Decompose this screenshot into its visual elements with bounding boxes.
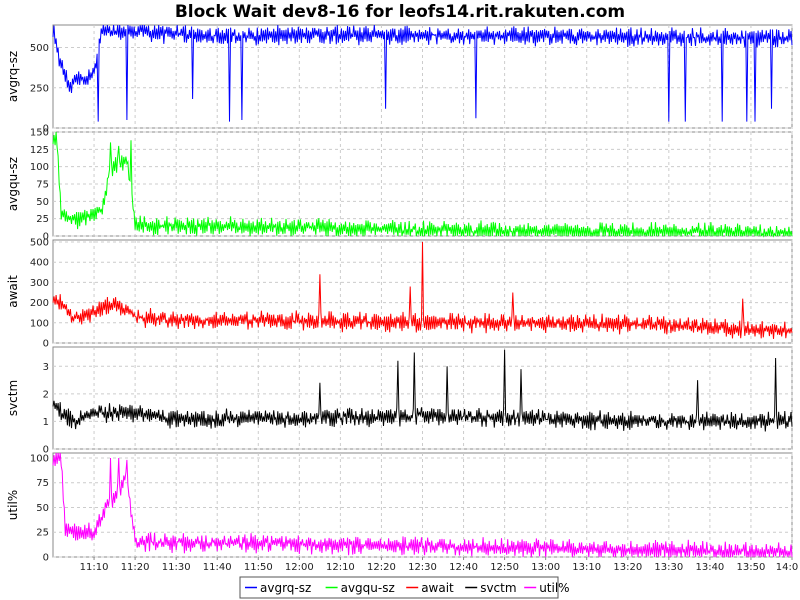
series-line-avgrq-sz (52, 24, 793, 122)
y-tick-label: 1 (43, 417, 49, 428)
x-tick-label: 12:00 (285, 562, 314, 573)
legend-box (239, 576, 559, 599)
series-line-svctm (52, 349, 793, 432)
x-tick-label: 13:10 (572, 562, 601, 573)
legend-label: svctm (480, 581, 516, 595)
y-tick-label: 3 (43, 362, 49, 373)
y-axis-label: avgqu-sz (6, 157, 20, 211)
series-line-await (52, 241, 793, 339)
x-tick-label: 14:0 (776, 562, 798, 573)
y-tick-label: 75 (36, 180, 49, 191)
y-tick-label: 500 (30, 43, 49, 54)
x-tick-label: 13:00 (531, 562, 560, 573)
y-tick-label: 125 (30, 145, 49, 156)
x-tick-label: 12:20 (367, 562, 396, 573)
y-tick-label: 75 (36, 478, 49, 489)
x-tick-label: 12:40 (449, 562, 478, 573)
chart-title: Block Wait dev8-16 for leofs14.rit.rakut… (174, 2, 626, 22)
y-tick-label: 400 (30, 258, 49, 269)
legend-label: await (421, 581, 454, 595)
y-tick-label: 0 (43, 124, 49, 135)
y-axis-label: svctm (6, 380, 20, 416)
x-tick-label: 11:30 (162, 562, 191, 573)
legend-label: util% (539, 581, 569, 595)
x-tick-label: 12:50 (490, 562, 519, 573)
x-tick-label: 13:50 (737, 562, 766, 573)
x-tick-label: 13:40 (695, 562, 724, 573)
x-tick-label: 13:20 (613, 562, 642, 573)
y-tick-label: 100 (30, 318, 49, 329)
x-tick-label: 12:10 (326, 562, 355, 573)
y-tick-label: 0 (43, 339, 49, 350)
legend-label: avgqu-sz (341, 581, 395, 595)
y-tick-label: 0 (43, 553, 49, 564)
x-tick-label: 11:20 (121, 562, 150, 573)
y-tick-label: 50 (36, 503, 49, 514)
y-tick-label: 25 (36, 214, 49, 225)
y-tick-label: 100 (30, 162, 49, 173)
x-tick-label: 11:50 (244, 562, 273, 573)
x-tick-label: 11:10 (80, 562, 109, 573)
x-tick-label: 12:30 (408, 562, 437, 573)
y-tick-label: 0 (43, 445, 49, 456)
y-tick-label: 150 (30, 128, 49, 139)
x-tick-label: 13:30 (654, 562, 683, 573)
y-tick-label: 2 (43, 389, 49, 400)
series-line-avgqu-sz (52, 131, 793, 238)
legend-label: avgrq-sz (260, 581, 311, 595)
y-tick-label: 25 (36, 528, 49, 539)
y-tick-label: 50 (36, 197, 49, 208)
y-axis-label: avgrq-sz (6, 51, 20, 102)
y-tick-label: 0 (43, 232, 49, 243)
y-axis-label: util% (6, 490, 20, 520)
y-tick-label: 100 (30, 453, 49, 464)
y-tick-label: 500 (30, 238, 49, 249)
y-axis-label: await (6, 275, 20, 308)
y-tick-label: 250 (30, 83, 49, 94)
y-tick-label: 200 (30, 298, 49, 309)
y-tick-label: 300 (30, 278, 49, 289)
x-tick-label: 11:40 (203, 562, 232, 573)
